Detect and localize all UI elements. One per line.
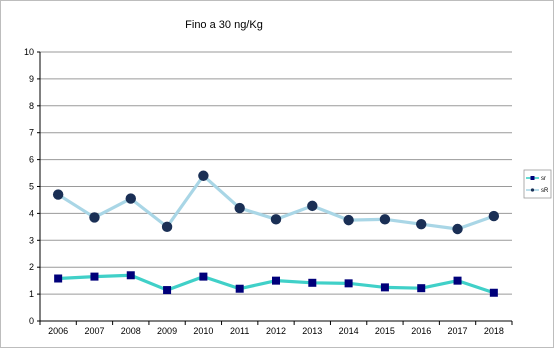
legend-label: sr xyxy=(541,176,546,182)
data-point xyxy=(488,210,500,222)
data-point xyxy=(161,221,173,233)
y-tick-label: 10 xyxy=(24,47,34,57)
x-tick-label: 2007 xyxy=(84,326,104,336)
data-point xyxy=(54,274,63,283)
data-point xyxy=(380,283,389,292)
data-point xyxy=(308,278,317,287)
data-point xyxy=(272,276,280,285)
x-tick-label: 2010 xyxy=(193,326,213,336)
x-tick-label: 2016 xyxy=(411,326,431,336)
y-tick-label: 5 xyxy=(29,182,34,192)
data-point xyxy=(126,271,135,280)
data-point xyxy=(234,202,245,214)
data-point xyxy=(125,193,136,204)
series-layer xyxy=(52,170,500,297)
data-point xyxy=(270,214,282,225)
data-point xyxy=(235,284,244,293)
x-tick-label: 2013 xyxy=(302,326,322,336)
data-point xyxy=(89,212,100,223)
legend-item: sr xyxy=(526,176,546,182)
y-tick-label: 0 xyxy=(29,316,34,326)
legend-item: sR xyxy=(526,188,549,194)
x-tick-label: 2015 xyxy=(375,326,395,336)
data-point xyxy=(52,189,64,200)
chart-title: Fino a 30 ng/Kg xyxy=(185,19,263,31)
x-tick-label: 2008 xyxy=(121,326,141,336)
y-tick-label: 9 xyxy=(29,74,34,84)
data-point xyxy=(343,214,354,226)
x-tick-label: 2011 xyxy=(230,326,249,336)
series-sR xyxy=(52,170,500,235)
x-tick-label: 2018 xyxy=(484,326,504,336)
y-tick-label: 3 xyxy=(29,235,34,245)
gridlines xyxy=(40,51,512,295)
data-point xyxy=(379,214,391,225)
data-point xyxy=(198,170,209,181)
data-point xyxy=(416,218,427,230)
y-tick-label: 7 xyxy=(29,128,34,138)
data-point xyxy=(307,200,318,212)
legend-label: sR xyxy=(541,188,549,194)
data-point xyxy=(489,288,498,297)
y-tick-label: 8 xyxy=(29,101,34,111)
x-tick-label: 2017 xyxy=(448,326,468,336)
data-point xyxy=(163,286,172,295)
x-tick-label: 2014 xyxy=(339,326,359,336)
legend: sr sR xyxy=(523,169,552,199)
legend-swatch-marker xyxy=(530,188,535,192)
data-point xyxy=(344,279,353,288)
x-tick-label: 2009 xyxy=(157,326,177,336)
y-tick-label: 4 xyxy=(29,208,34,218)
data-point xyxy=(417,284,426,293)
y-tick-label: 1 xyxy=(29,289,34,299)
x-tick-labels: 2006 2007 2008 2009 2010 2011 2012 2013 2014 2015… xyxy=(48,326,504,336)
x-tick-label: 2006 xyxy=(48,326,68,336)
axes xyxy=(37,51,513,325)
legend-box xyxy=(523,169,552,199)
series-sr xyxy=(54,271,498,297)
x-tick-label: 2012 xyxy=(266,326,286,336)
legend-swatch-marker xyxy=(530,176,535,180)
y-tick-label: 6 xyxy=(29,155,34,165)
data-point xyxy=(199,272,208,281)
data-point xyxy=(453,276,462,285)
y-tick-label: 2 xyxy=(29,262,34,272)
y-tick-labels: 0 1 2 3 4 5 6 7 8 9 10 xyxy=(24,47,34,326)
data-point xyxy=(452,223,463,235)
data-point xyxy=(90,272,99,281)
